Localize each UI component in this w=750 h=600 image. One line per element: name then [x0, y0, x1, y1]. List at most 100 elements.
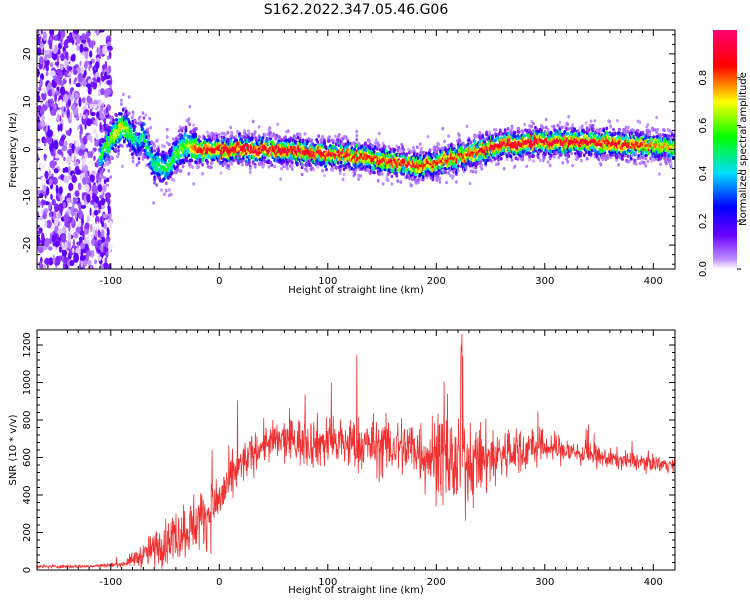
- noise-cell: [100, 71, 103, 79]
- noise-cell: [85, 83, 91, 88]
- noise-cell: [64, 71, 68, 78]
- spectral-cell: [157, 147, 160, 152]
- spectral-cell: [321, 168, 324, 173]
- spectral-cell: [263, 133, 267, 137]
- noise-cell: [86, 118, 92, 127]
- noise-cell: [39, 163, 46, 169]
- spectral-cell: [148, 116, 152, 121]
- spectral-cell: [108, 160, 112, 165]
- noise-cell: [38, 30, 42, 38]
- spectral-cell: [121, 144, 124, 148]
- spectral-cell: [192, 182, 196, 186]
- spectral-cell: [111, 146, 114, 151]
- noise-cell: [50, 193, 53, 200]
- spectral-cell: [251, 119, 255, 124]
- noise-cell: [82, 47, 89, 52]
- noise-cell: [56, 113, 61, 122]
- noise-cell: [99, 30, 105, 33]
- spectral-cell: [121, 164, 124, 169]
- spectral-cell: [284, 135, 287, 139]
- noise-cell: [71, 174, 77, 184]
- spectral-cell: [445, 180, 448, 185]
- noise-cell: [89, 60, 93, 65]
- spectral-cell: [402, 147, 405, 152]
- noise-cell: [48, 211, 53, 217]
- ridge-cell: [135, 138, 138, 141]
- noise-cell: [66, 197, 72, 203]
- noise-cell: [67, 42, 73, 47]
- spectral-cell: [474, 170, 478, 174]
- spectral-cell: [368, 139, 371, 144]
- spectral-cell: [202, 156, 205, 161]
- spectral-cell: [325, 167, 328, 172]
- noise-cell: [52, 176, 58, 185]
- noise-cell: [107, 198, 111, 206]
- spectral-cell: [261, 136, 265, 140]
- spectral-cell: [163, 144, 166, 149]
- spectral-cell: [462, 151, 466, 155]
- noise-cell: [95, 215, 100, 225]
- noise-cell: [80, 125, 83, 135]
- spectral-cell: [247, 160, 251, 165]
- spectral-cell: [230, 131, 234, 136]
- spectral-cell: [502, 166, 506, 171]
- spectral-cell: [428, 148, 432, 152]
- spectral-cell: [170, 171, 174, 175]
- noise-cell: [48, 39, 53, 49]
- noise-cell: [51, 87, 55, 97]
- noise-cell: [80, 260, 83, 268]
- spectral-cell: [107, 169, 111, 173]
- spectral-cell: [485, 130, 488, 135]
- spectral-cell: [290, 160, 294, 165]
- spectral-cell: [164, 181, 168, 185]
- spectral-cell: [383, 145, 387, 149]
- spectral-cell: [181, 126, 185, 130]
- spectral-cell: [195, 127, 199, 131]
- spectral-cell: [134, 121, 138, 125]
- noise-cell: [79, 43, 84, 53]
- spectral-cell: [469, 140, 473, 144]
- spectral-cell: [355, 129, 359, 134]
- noise-cell: [93, 132, 97, 138]
- noise-cell: [90, 124, 96, 129]
- spectral-cell: [287, 129, 290, 133]
- spectral-cell: [137, 160, 141, 165]
- noise-cell: [70, 189, 74, 200]
- noise-cell: [54, 93, 57, 103]
- spectral-cell: [127, 111, 131, 115]
- noise-cell: [51, 234, 56, 243]
- spectral-cell: [438, 176, 442, 181]
- spectral-cell: [191, 165, 195, 169]
- spectral-cell: [510, 126, 514, 131]
- noise-cell: [101, 220, 104, 228]
- noise-cell: [85, 112, 89, 119]
- spectral-cell: [317, 134, 321, 138]
- noise-cell: [76, 169, 82, 175]
- noise-cell: [60, 174, 64, 180]
- spectral-cell: [310, 138, 314, 142]
- spectral-cell: [155, 183, 159, 187]
- spectral-cell: [144, 113, 148, 117]
- noise-cell: [90, 223, 93, 233]
- spectral-cell: [253, 165, 257, 169]
- noise-cell: [53, 168, 59, 174]
- ridge-cell: [132, 135, 135, 138]
- noise-cell: [75, 82, 81, 88]
- noise-cell: [47, 246, 53, 251]
- noise-cell: [82, 177, 87, 185]
- noise-cell: [91, 42, 94, 50]
- noise-cell: [103, 262, 109, 269]
- spectral-cell: [501, 151, 505, 156]
- noise-cell: [41, 88, 47, 94]
- noise-cell: [87, 260, 92, 266]
- noise-cell: [59, 37, 63, 42]
- noise-cell: [41, 237, 46, 247]
- noise-cell: [84, 222, 90, 230]
- ridge-cell: [104, 145, 106, 149]
- noise-cell: [59, 240, 62, 247]
- spectral-cell: [131, 110, 135, 114]
- noise-cell: [106, 80, 112, 86]
- spectral-cell: [241, 162, 244, 167]
- noise-cell: [57, 228, 64, 235]
- noise-cell: [99, 263, 105, 269]
